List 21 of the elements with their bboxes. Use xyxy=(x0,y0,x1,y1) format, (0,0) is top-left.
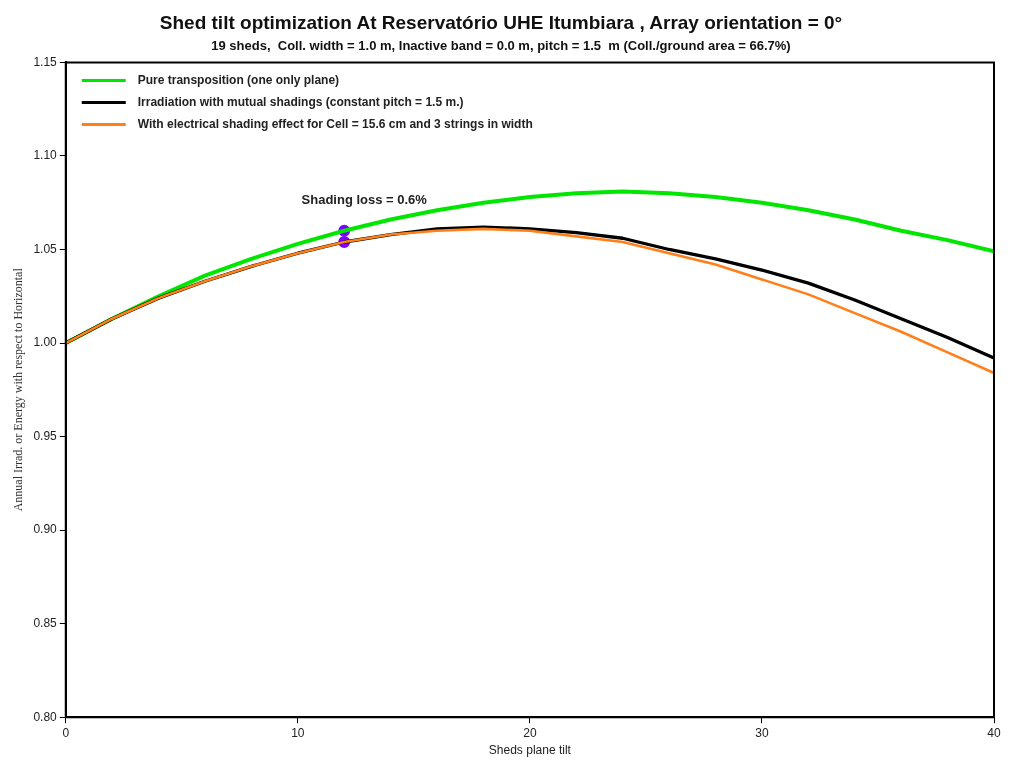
y-tick-label: 0.85 xyxy=(33,615,58,630)
y-tick-label: 1.10 xyxy=(33,148,58,163)
chart-title: Shed tilt optimization At Reservatório UHE Itumbiara , Array orientation = 0° xyxy=(159,11,843,33)
x-tick-label: 10 xyxy=(291,725,305,740)
y-tick-label: 1.05 xyxy=(33,241,58,256)
y-tick-label: 0.95 xyxy=(33,428,58,443)
legend-label: Irradiation with mutual shadings (constant pitch = 1.5 m.) xyxy=(137,94,464,109)
legend-label: With electrical shading effect for Cell = 15.6 cm and 3 strings in width xyxy=(137,116,533,131)
x-tick-label: 20 xyxy=(523,725,537,740)
chart-subtitle: 19 sheds, Coll. width = 1.0 m, Inactive band = 0.0 m, pitch = 1.5 m (Coll./ground area = 66.7%) xyxy=(211,38,791,54)
x-tick-label: 30 xyxy=(755,725,769,740)
y-axis-title: Annual Irrad. or Energy with respect to Horizontal xyxy=(11,267,26,512)
y-tick-label: 0.90 xyxy=(33,522,58,537)
legend-label: Pure transposition (one only plane) xyxy=(137,72,340,87)
x-tick-label: 0 xyxy=(62,725,70,740)
y-tick-label: 1.00 xyxy=(33,335,58,350)
y-tick-label: 0.80 xyxy=(33,709,58,724)
annotation: Shading loss = 0.6% xyxy=(301,191,428,207)
x-axis-title: Sheds plane tilt xyxy=(488,743,572,758)
x-tick-label: 40 xyxy=(987,725,1001,740)
y-tick-label: 1.15 xyxy=(33,54,58,69)
